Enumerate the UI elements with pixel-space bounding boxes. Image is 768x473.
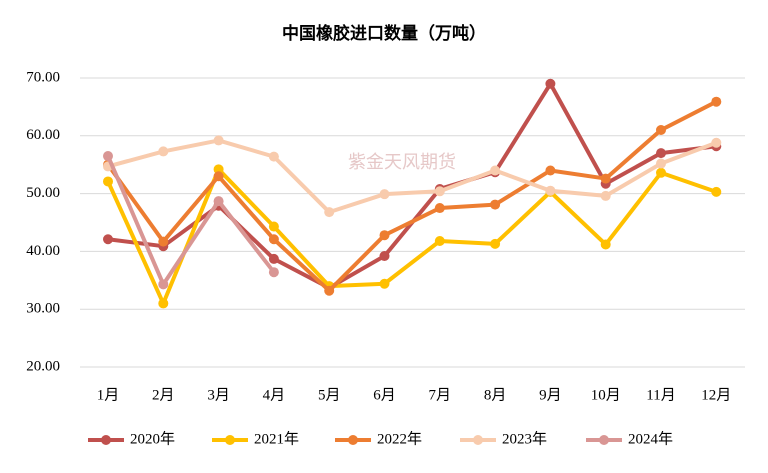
data-point [600,190,611,201]
data-point [656,158,666,169]
legend-label: 2022年 [377,430,422,447]
data-point [711,186,722,197]
data-point [268,234,279,245]
data-point [268,151,279,162]
watermark: 紫金天风期货 [348,152,456,173]
data-point [213,196,224,207]
data-point [379,251,390,262]
legend-marker [348,435,358,445]
x-tick-label: 5月 [318,387,341,403]
y-tick-label: 60.00 [26,127,60,143]
x-tick-label: 11月 [646,387,675,403]
data-point [434,186,445,197]
data-point [600,239,611,250]
data-point [324,285,335,296]
data-point [103,151,113,162]
data-point [213,135,224,146]
series-line [106,99,718,293]
legend-label: 2023年 [502,430,547,447]
legend-label: 2020年 [130,430,175,447]
data-point [490,199,501,210]
data-point [379,278,390,289]
data-point [656,148,666,159]
legend-marker [101,435,111,445]
data-point [434,203,445,214]
y-tick-label: 30.00 [26,301,60,317]
data-point [379,189,390,200]
data-point [158,146,169,157]
x-tick-label: 12月 [701,387,731,403]
data-point [711,137,722,148]
data-point [103,176,113,187]
legend-label: 2021年 [254,430,299,447]
data-point [324,207,335,218]
data-point [158,298,169,309]
data-point [490,238,501,249]
x-tick-label: 10月 [591,387,621,403]
y-tick-label: 20.00 [26,358,60,374]
data-point [656,125,666,136]
x-tick-label: 4月 [263,387,286,403]
data-point [158,279,169,290]
data-point [158,236,169,247]
data-point [434,235,445,246]
x-tick-label: 8月 [484,387,507,403]
data-point [268,221,279,232]
data-point [213,171,224,182]
data-point [268,267,279,278]
x-tick-label: 6月 [373,387,396,403]
series-line [107,138,718,215]
y-tick-label: 50.00 [26,185,60,201]
data-point [103,234,113,245]
legend-marker [473,435,483,445]
data-point [545,165,556,176]
legend-marker [599,435,609,445]
data-point [711,96,722,107]
y-tick-label: 40.00 [26,243,60,259]
x-tick-label: 2月 [152,387,175,403]
data-point [600,173,611,184]
data-point [545,78,556,89]
x-tick-label: 9月 [539,387,562,403]
data-point [656,167,666,178]
x-tick-label: 3月 [207,387,230,403]
data-point [213,164,224,175]
data-point [545,185,556,196]
data-point [379,230,390,241]
data-point [268,253,279,264]
x-tick-label: 7月 [429,387,452,403]
legend-label: 2024年 [628,430,673,447]
legend-marker [225,435,235,445]
chart-title: 中国橡胶进口数量（万吨） [282,23,486,43]
data-point [490,165,501,176]
series-line [106,155,276,287]
series-line [106,167,717,306]
y-tick-label: 70.00 [26,69,60,85]
x-tick-label: 1月 [97,387,120,403]
